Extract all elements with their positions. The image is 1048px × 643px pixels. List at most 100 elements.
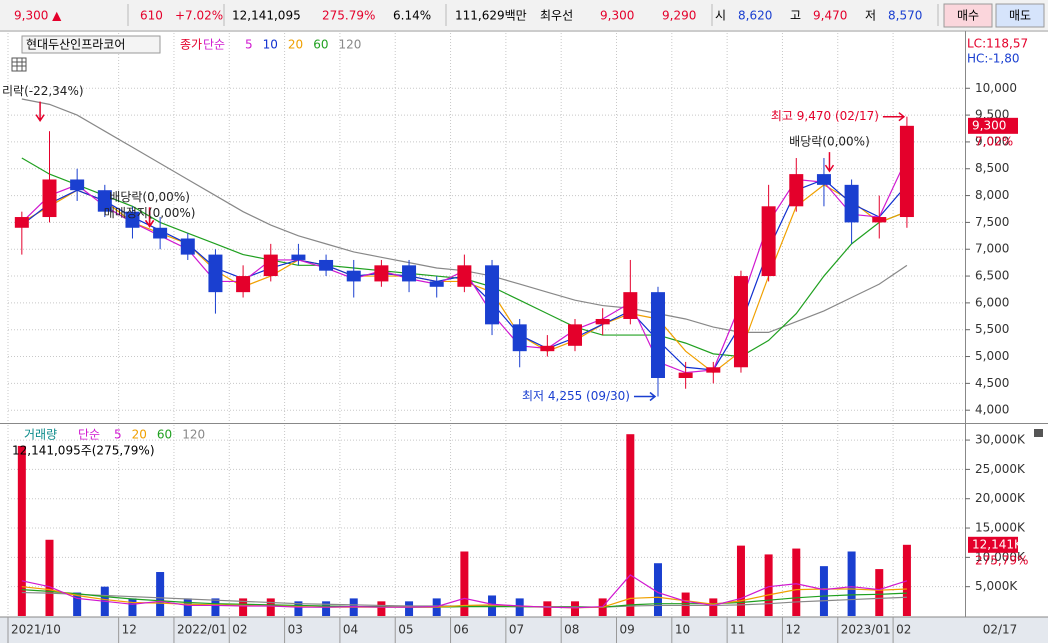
candle-body <box>208 254 223 293</box>
indicator: HC:-1,80 <box>967 52 1020 66</box>
candle-body <box>650 292 665 379</box>
x-tick-label: 04 <box>343 623 358 637</box>
volume-bar <box>294 601 303 616</box>
header-value: 610 <box>140 9 163 23</box>
header-value: 8,570 <box>888 9 922 23</box>
x-tick-label: 02 <box>232 623 247 637</box>
header-value: 고 <box>790 9 801 23</box>
volume-bar <box>709 598 718 616</box>
candle-body <box>844 184 859 223</box>
y-tick-label: 6,000 <box>975 295 1009 309</box>
y-tick-label: 10,000K <box>975 550 1026 564</box>
table-icon <box>11 57 27 72</box>
trade-button-label[interactable]: 매도 <box>1009 9 1031 23</box>
trade-button[interactable] <box>995 3 1045 28</box>
volume-bar <box>377 601 386 616</box>
header-value: 9,470 <box>813 9 847 23</box>
trade-button-label[interactable]: 매수 <box>957 9 979 23</box>
candle-body <box>872 217 887 223</box>
trade-button[interactable] <box>943 3 993 28</box>
volume-bar <box>543 601 552 616</box>
volume-bar <box>156 572 165 616</box>
candle-body <box>540 345 555 352</box>
header-value: 6.14% <box>393 9 431 23</box>
candle-body <box>595 318 610 325</box>
header-value: 12,141,095 <box>232 9 301 23</box>
y-tick-label: 9,000 <box>975 134 1009 148</box>
candle-body <box>180 238 195 255</box>
current-label: 12,141K <box>972 537 1023 551</box>
volume-bar <box>764 554 773 616</box>
y-tick-label: 8,500 <box>975 161 1009 175</box>
volume-bar <box>847 551 856 616</box>
volume-bar <box>17 445 26 616</box>
header-value: 최우선 <box>540 9 573 23</box>
candle-body <box>623 292 638 319</box>
candle-body <box>236 276 251 293</box>
candle-body <box>125 211 140 228</box>
volume-bar <box>128 598 137 616</box>
candle-body <box>512 324 527 352</box>
x-axis-strip <box>0 617 1048 643</box>
candle-body <box>706 367 721 373</box>
annotation-label: 최저 4,255 (09/30) <box>522 389 630 403</box>
annotation-label: 매매정지(0,00%) <box>104 206 196 220</box>
volume-bar <box>266 598 275 616</box>
x-tick-label: 10 <box>675 623 690 637</box>
candle-body <box>899 125 914 218</box>
candle-body <box>153 227 168 239</box>
header-value: 저 <box>865 9 876 23</box>
volume-bar <box>183 598 192 616</box>
current-marker <box>968 117 1018 134</box>
ma-line <box>21 586 907 609</box>
volume-bar <box>875 569 884 616</box>
x-tick-label: 11 <box>730 623 745 637</box>
annotation-label: 최고 9,470 (02/17) <box>771 109 879 123</box>
annotation-label: 배당락(0,00%) <box>789 135 870 149</box>
annotation-arrow <box>824 152 835 173</box>
chart-title: 현대두산인프라코어 <box>26 38 125 52</box>
y-tick-label: 8,000 <box>975 188 1009 202</box>
volume-bar <box>322 601 331 616</box>
x-tick-label: 09 <box>619 623 634 637</box>
candle-body <box>374 265 389 282</box>
annotation-label: 리락(-22,34%) <box>2 84 84 98</box>
legend-entry: 5 <box>245 38 253 52</box>
y-tick-label: 5,000K <box>975 579 1018 593</box>
legend-entry: 60 <box>157 428 172 442</box>
header-value: 9,300 <box>600 9 634 23</box>
volume-bar <box>239 598 248 616</box>
legend-entry: 120 <box>182 428 205 442</box>
candle-body <box>97 190 112 212</box>
candle-body <box>291 254 306 260</box>
annotation-arrow <box>35 101 45 123</box>
x-tick-label: 07 <box>509 623 524 637</box>
candle-body <box>402 265 417 282</box>
volume-bar <box>653 563 662 616</box>
x-tick-label: 12 <box>785 623 800 637</box>
header-value: 시 <box>715 9 726 23</box>
candle-body <box>761 206 776 277</box>
annotation-label: 배당락(0,00%) <box>109 190 190 204</box>
x-tick-label: 08 <box>564 623 579 637</box>
annotation-arrow <box>882 112 906 122</box>
current-label: 9,300 <box>972 118 1006 132</box>
panel-title: 거래량 <box>24 428 57 442</box>
y-tick-label: 25,000K <box>975 462 1026 476</box>
y-tick-label: 6,500 <box>975 269 1009 283</box>
legend-title-box <box>21 35 161 54</box>
volume-bar <box>902 544 911 616</box>
table-icon <box>12 58 26 71</box>
volume-bar <box>792 548 801 616</box>
header-value: 9,300 ▲ <box>14 9 62 23</box>
candle-body <box>789 174 804 207</box>
volume-bar <box>736 545 745 616</box>
volume-bar <box>571 601 580 616</box>
volume-bar <box>211 598 220 616</box>
x-tick-label: 12 <box>122 623 137 637</box>
x-tick-label: 06 <box>454 623 469 637</box>
current-marker <box>968 536 1018 553</box>
header-value: 9,290 <box>662 9 696 23</box>
y-tick-label: 30,000K <box>975 433 1026 447</box>
y-tick-label: 4,500 <box>975 376 1009 390</box>
